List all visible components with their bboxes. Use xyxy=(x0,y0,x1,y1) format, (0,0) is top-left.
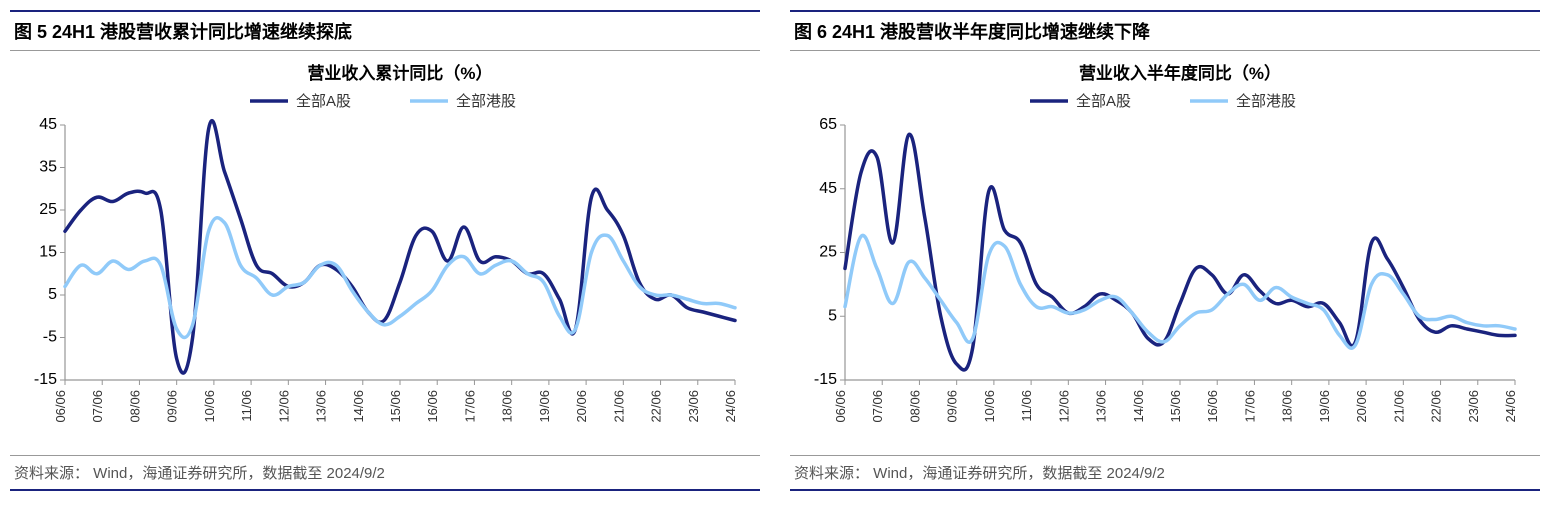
legend-label: 全部港股 xyxy=(456,92,516,110)
chart-right-wrap: 营业收入半年度同比（%） 全部A股 全部港股 -15 5 25 45 65 06/06 07/06… xyxy=(790,51,1540,455)
x-tick-label: 12/06 xyxy=(1056,390,1071,423)
x-tick-label: 16/06 xyxy=(425,390,440,423)
x-tick-label: 08/06 xyxy=(907,390,922,423)
x-tick-label: 13/06 xyxy=(314,390,329,423)
y-tick-label: 5 xyxy=(48,286,57,303)
panels-container: 图 5 24H1 港股营收累计同比增速继续探底 营业收入累计同比（%） 全部A股 全… xyxy=(10,10,1540,491)
chart-left-wrap: 营业收入累计同比（%） 全部A股 全部港股 -15 -5 5 15 25 35 45 06/06 07… xyxy=(10,51,760,455)
source-right: 资料来源： Wind，海通证券研究所，数据截至 2024/9/2 xyxy=(790,455,1540,491)
x-tick-label: 15/06 xyxy=(388,390,403,423)
x-tick-label: 07/06 xyxy=(870,390,885,423)
y-tick-label: -15 xyxy=(814,371,837,388)
x-tick-label: 21/06 xyxy=(1391,390,1406,423)
x-tick-label: 06/06 xyxy=(833,390,848,423)
x-tick-label: 19/06 xyxy=(1317,390,1332,423)
y-tick-label: 45 xyxy=(39,116,57,133)
x-tick-label: 10/06 xyxy=(202,390,217,423)
chart-right-svg: 营业收入半年度同比（%） 全部A股 全部港股 -15 5 25 45 65 06/06 07/06… xyxy=(790,55,1530,455)
x-tick-label: 20/06 xyxy=(1354,390,1369,423)
chart-title: 营业收入累计同比（%） xyxy=(307,63,492,83)
x-tick-label: 18/06 xyxy=(500,390,515,423)
x-tick-label: 07/06 xyxy=(90,390,105,423)
y-tick-label: 65 xyxy=(819,116,837,133)
chart-left-svg: 营业收入累计同比（%） 全部A股 全部港股 -15 -5 5 15 25 35 45 06/06 07… xyxy=(10,55,750,455)
x-tick-label: 24/06 xyxy=(1503,390,1518,423)
legend-label: 全部A股 xyxy=(1076,92,1131,110)
series-a-line xyxy=(65,121,735,373)
source-left: 资料来源： Wind，海通证券研究所，数据截至 2024/9/2 xyxy=(10,455,760,491)
x-tick-label: 17/06 xyxy=(1242,390,1257,423)
legend-label: 全部港股 xyxy=(1236,92,1296,110)
chart-title: 营业收入半年度同比（%） xyxy=(1079,63,1281,83)
x-tick-label: 23/06 xyxy=(686,390,701,423)
panel-right: 图 6 24H1 港股营收半年度同比增速继续下降 营业收入半年度同比（%） 全部A… xyxy=(790,10,1540,491)
x-tick-label: 09/06 xyxy=(945,390,960,423)
x-tick-label: 17/06 xyxy=(462,390,477,423)
x-tick-label: 23/06 xyxy=(1466,390,1481,423)
x-tick-label: 18/06 xyxy=(1280,390,1295,423)
x-tick-label: 16/06 xyxy=(1205,390,1220,423)
x-tick-label: 20/06 xyxy=(574,390,589,423)
x-tick-label: 12/06 xyxy=(276,390,291,423)
x-tick-label: 13/06 xyxy=(1094,390,1109,423)
x-tick-label: 22/06 xyxy=(649,390,664,423)
x-tick-label: 14/06 xyxy=(351,390,366,423)
y-tick-label: 25 xyxy=(819,244,837,261)
x-tick-label: 22/06 xyxy=(1429,390,1444,423)
y-tick-label: 35 xyxy=(39,159,57,176)
x-tick-label: 11/06 xyxy=(239,390,254,422)
x-tick-label: 11/06 xyxy=(1019,390,1034,422)
x-tick-label: 06/06 xyxy=(53,390,68,423)
x-tick-label: 09/06 xyxy=(165,390,180,423)
y-tick-label: 15 xyxy=(39,244,57,261)
x-tick-label: 15/06 xyxy=(1168,390,1183,423)
legend-label: 全部A股 xyxy=(296,92,351,110)
y-tick-label: 25 xyxy=(39,201,57,218)
x-tick-label: 14/06 xyxy=(1131,390,1146,423)
y-tick-label: -5 xyxy=(43,329,57,346)
panel-right-title: 图 6 24H1 港股营收半年度同比增速继续下降 xyxy=(790,10,1540,51)
x-tick-label: 08/06 xyxy=(127,390,142,423)
x-tick-label: 19/06 xyxy=(537,390,552,423)
panel-left-title: 图 5 24H1 港股营收累计同比增速继续探底 xyxy=(10,10,760,51)
y-tick-label: 45 xyxy=(819,180,837,197)
y-tick-label: -15 xyxy=(34,371,57,388)
series-a-line xyxy=(845,134,1515,370)
panel-left: 图 5 24H1 港股营收累计同比增速继续探底 营业收入累计同比（%） 全部A股 全… xyxy=(10,10,760,491)
x-tick-label: 24/06 xyxy=(723,390,738,423)
x-tick-label: 10/06 xyxy=(982,390,997,423)
y-tick-label: 5 xyxy=(828,307,837,324)
x-tick-label: 21/06 xyxy=(611,390,626,423)
